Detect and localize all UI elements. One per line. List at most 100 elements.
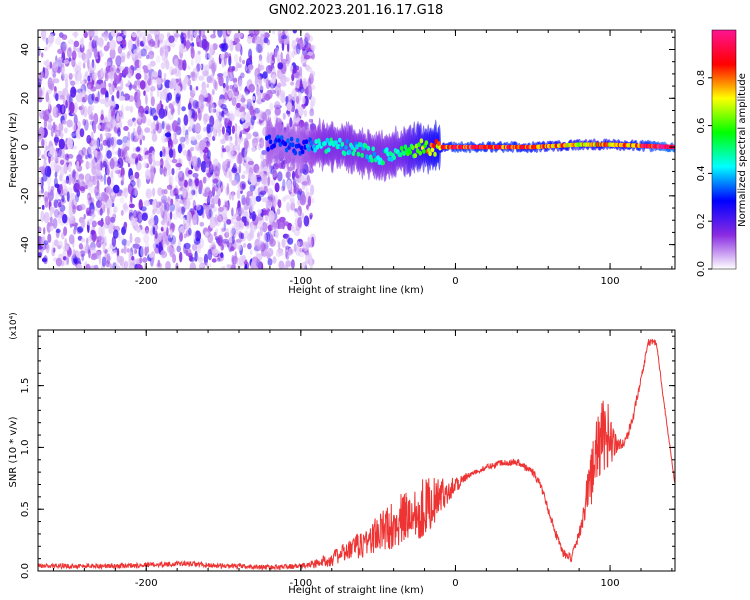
noise-speckle [42, 173, 48, 182]
noise-speckle [191, 243, 198, 251]
noise-speckle [126, 240, 131, 247]
noise-speckle [66, 254, 70, 265]
noise-speckle [179, 251, 183, 263]
noise-speckle [158, 107, 165, 119]
noise-speckle [78, 175, 84, 186]
noise-speckle [166, 184, 173, 190]
noise-speckle [241, 147, 245, 159]
noise-speckle [264, 214, 269, 222]
noise-speckle [286, 50, 293, 62]
noise-speckle [117, 127, 121, 137]
noise-speckle [91, 39, 97, 49]
noise-speckle [213, 30, 216, 36]
noise-speckle [206, 124, 214, 133]
noise-speckle [244, 91, 249, 97]
noise-speckle [91, 165, 97, 176]
ridge-core [289, 136, 294, 142]
noise-speckle [112, 102, 117, 109]
noise-speckle [129, 232, 133, 244]
noise-speckle [173, 58, 179, 68]
y-tick-label: 0 [20, 144, 31, 150]
noise-speckle [277, 62, 284, 70]
noise-speckle [273, 214, 278, 221]
noise-speckle [187, 30, 191, 39]
noise-speckle [68, 254, 72, 259]
noise-speckle [287, 94, 293, 103]
noise-speckle [96, 162, 102, 172]
colorbar-tick-label: 0.4 [696, 165, 707, 181]
noise-speckle [296, 240, 301, 253]
noise-speckle [152, 199, 157, 209]
noise-speckle [133, 80, 138, 92]
noise-speckle [189, 262, 196, 269]
noise-speckle [252, 131, 259, 137]
noise-speckle [73, 255, 78, 264]
noise-speckle [186, 149, 192, 162]
noise-speckle [186, 30, 193, 37]
noise-speckle [226, 264, 232, 269]
ridge-core [295, 137, 300, 143]
noise-speckle [163, 77, 166, 83]
noise-speckle [127, 258, 133, 269]
noise-speckle [143, 234, 150, 244]
noise-speckle [172, 80, 177, 90]
noise-speckle [281, 185, 286, 192]
noise-speckle [254, 67, 260, 79]
noise-speckle [184, 75, 189, 84]
noise-speckle [105, 167, 110, 174]
noise-speckle [61, 43, 68, 48]
noise-speckle [152, 208, 156, 215]
noise-speckle [168, 175, 172, 185]
noise-speckle [205, 167, 209, 174]
noise-speckle [203, 152, 207, 161]
noise-speckle [237, 207, 245, 215]
noise-speckle [229, 136, 233, 141]
noise-speckle [185, 167, 190, 177]
noise-speckle [299, 194, 307, 206]
noise-speckle [222, 82, 226, 89]
noise-speckle [130, 193, 133, 203]
snr-frame [37, 329, 676, 572]
noise-speckle [53, 105, 56, 114]
noise-speckle [261, 249, 268, 257]
noise-speckle [225, 227, 229, 238]
noise-speckle [258, 120, 265, 126]
noise-speckle [192, 99, 199, 109]
noise-speckle [255, 134, 260, 139]
x-tick-label: 100 [601, 276, 620, 287]
noise-speckle [214, 214, 219, 225]
noise-speckle [268, 79, 273, 85]
noise-speckle [274, 182, 280, 193]
noise-speckle [211, 57, 215, 70]
noise-speckle [267, 176, 271, 186]
noise-speckle [80, 219, 86, 229]
noise-speckle [192, 199, 196, 210]
noise-speckle [78, 92, 83, 103]
noise-speckle [97, 191, 102, 202]
noise-speckle [304, 260, 308, 266]
noise-speckle [126, 248, 130, 253]
noise-speckle [49, 145, 55, 156]
noise-speckle [253, 224, 257, 233]
snr-ticks: -200 -100 0 100 0.0 0.5 1.0 1.5 [20, 330, 675, 589]
noise-speckle [82, 62, 86, 69]
noise-speckle [161, 195, 168, 204]
noise-speckle [200, 88, 207, 96]
noise-speckle [124, 105, 131, 112]
noise-speckle [247, 64, 254, 70]
noise-speckle [305, 66, 313, 72]
noise-speckle [231, 225, 237, 236]
noise-speckle [71, 57, 76, 68]
noise-speckle [183, 114, 189, 126]
spectrogram-frame [37, 29, 676, 270]
noise-speckle [143, 90, 146, 96]
ridge-core [279, 135, 284, 141]
noise-speckle [228, 39, 234, 48]
ridge-core [323, 140, 327, 146]
noise-speckle [206, 149, 211, 160]
noise-speckle [68, 46, 72, 52]
noise-speckle [121, 104, 124, 117]
noise-speckle [194, 52, 201, 65]
snr-y-axis-label: SNR (10 * v/v) [8, 416, 19, 487]
noise-speckle [77, 71, 82, 82]
